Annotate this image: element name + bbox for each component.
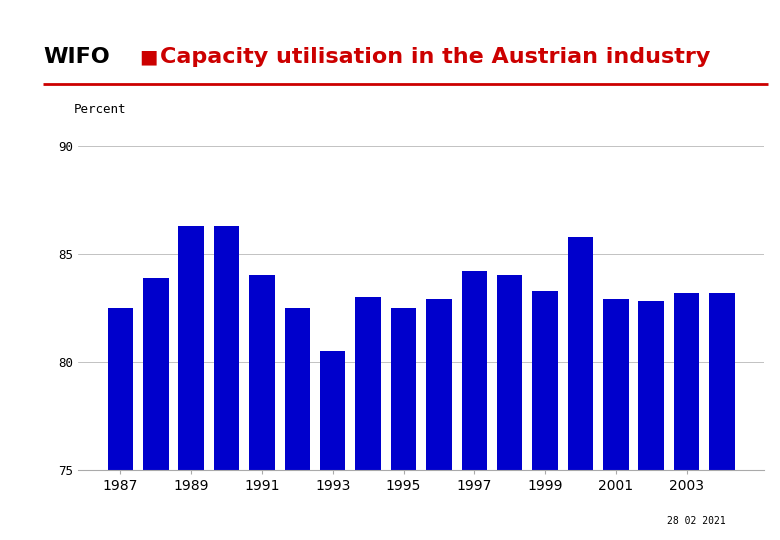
Text: Capacity utilisation in the Austrian industry: Capacity utilisation in the Austrian ind… — [160, 46, 711, 67]
Bar — [250, 275, 275, 540]
Bar — [391, 308, 417, 540]
Bar — [179, 226, 204, 540]
Text: WIFO: WIFO — [43, 46, 110, 67]
Text: ■: ■ — [139, 47, 158, 66]
Bar — [356, 297, 381, 540]
Text: 28 02 2021: 28 02 2021 — [667, 516, 725, 526]
Bar — [426, 299, 452, 540]
Bar — [462, 271, 487, 540]
Bar — [143, 278, 168, 540]
Bar — [497, 275, 523, 540]
Bar — [320, 351, 346, 540]
Bar — [285, 308, 310, 540]
Bar — [674, 293, 700, 540]
Bar — [214, 226, 239, 540]
Bar — [568, 237, 593, 540]
Bar — [709, 293, 735, 540]
Bar — [639, 301, 664, 540]
Text: Percent: Percent — [74, 103, 126, 116]
Bar — [603, 299, 629, 540]
Bar — [532, 291, 558, 540]
Bar — [108, 308, 133, 540]
